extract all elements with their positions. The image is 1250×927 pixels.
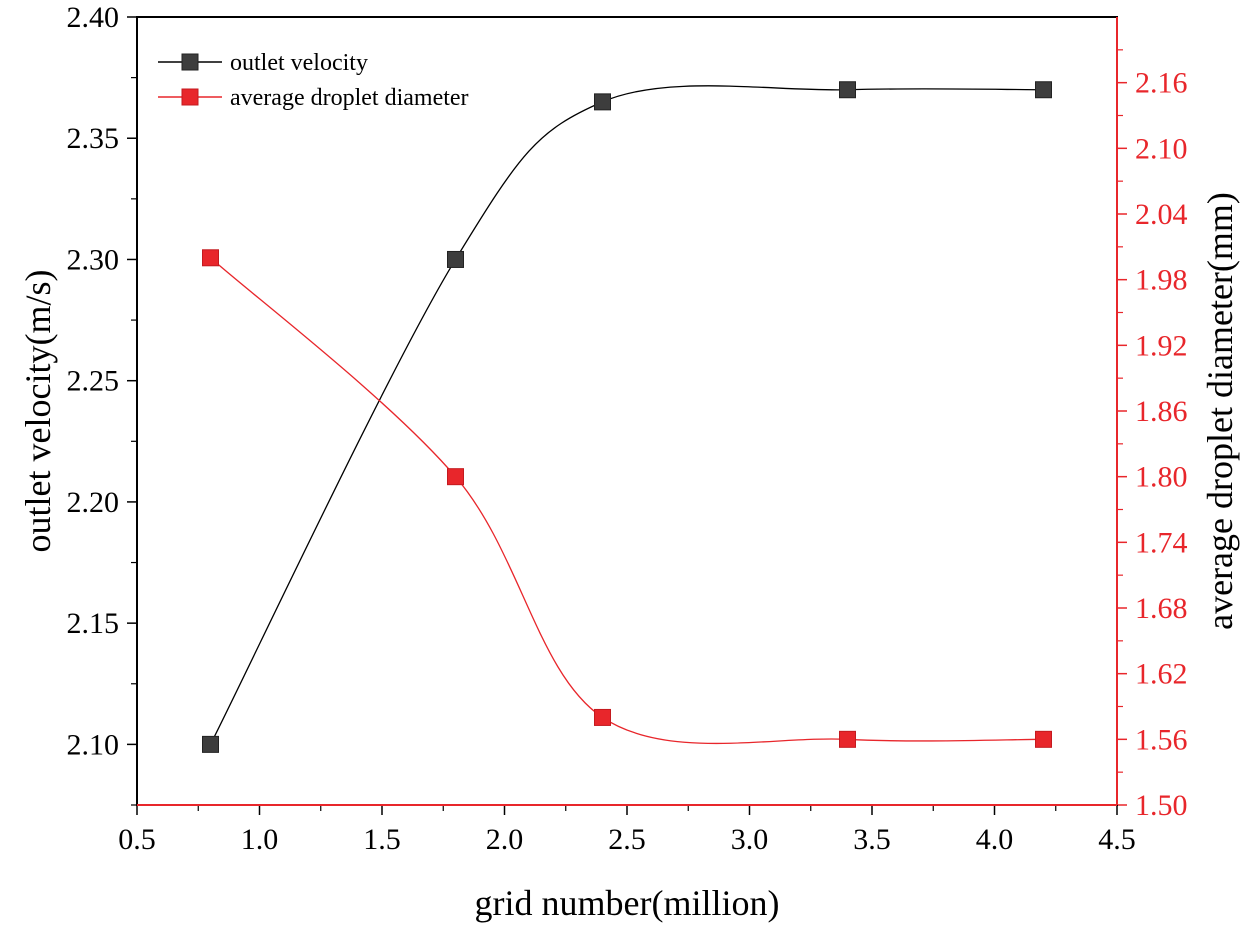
left-y-tick-label: 2.35: [67, 122, 120, 155]
data-point-outlet-velocity: [202, 735, 219, 753]
plot-frame: [136, 16, 1118, 806]
x-tick-label: 3.0: [731, 823, 769, 856]
data-point-average-droplet-diameter: [447, 468, 464, 486]
right-y-tick-label: 2.16: [1135, 67, 1188, 100]
x-tick-label: 2.5: [608, 823, 646, 856]
legend-label-droplet-diameter: average droplet diameter: [230, 85, 469, 111]
left-y-tick-label: 2.30: [67, 243, 120, 276]
right-y-tick-label: 1.62: [1135, 658, 1188, 691]
legend: outlet velocity average droplet diameter: [158, 50, 469, 111]
right-y-tick-label: 1.98: [1135, 264, 1188, 297]
x-axis-title: grid number(million): [475, 883, 780, 923]
right-y-tick-label: 1.92: [1135, 329, 1188, 362]
legend-item-outlet-velocity: outlet velocity: [158, 50, 368, 76]
x-tick-label: 4.0: [976, 823, 1014, 856]
legend-label-outlet-velocity: outlet velocity: [230, 50, 368, 76]
left-y-tick-label: 2.20: [67, 486, 120, 519]
legend-marker-outlet-velocity: [181, 53, 199, 71]
left-y-tick-label: 2.10: [67, 728, 120, 761]
right-y-tick-label: 2.04: [1135, 198, 1188, 231]
right-y-tick-label: 1.68: [1135, 592, 1188, 625]
data-point-average-droplet-diameter: [202, 249, 219, 267]
left-y-tick-label: 2.40: [67, 1, 120, 34]
data-point-average-droplet-diameter: [594, 708, 611, 726]
legend-item-droplet-diameter: average droplet diameter: [158, 85, 469, 111]
right-y-tick-label: 1.86: [1135, 395, 1188, 428]
data-point-outlet-velocity: [839, 81, 856, 99]
x-tick-label: 1.5: [363, 823, 401, 856]
right-axis-title: average droplet diameter(mm): [1200, 192, 1240, 630]
right-y-tick-label: 1.56: [1135, 723, 1188, 756]
series-line-outlet-velocity: [209, 85, 1044, 745]
right-y-tick-label: 1.80: [1135, 461, 1188, 494]
x-tick-label: 3.5: [853, 823, 891, 856]
x-tick-label: 2.0: [486, 823, 524, 856]
left-axis-title: outlet velocity(m/s): [18, 270, 58, 553]
right-y-tick-label: 1.74: [1135, 526, 1188, 559]
data-point-outlet-velocity: [594, 93, 611, 111]
left-y-tick-label: 2.25: [67, 365, 120, 398]
data-point-outlet-velocity: [447, 250, 464, 268]
right-y-tick-label: 1.50: [1135, 789, 1188, 822]
x-tick-label: 0.5: [118, 823, 156, 856]
series-layer: [202, 81, 1052, 753]
right-y-tick-label: 2.10: [1135, 132, 1188, 165]
x-tick-label: 1.0: [241, 823, 279, 856]
data-point-average-droplet-diameter: [839, 730, 856, 748]
tick-layer: 0.5 1.0 1.5 2.0 2.5 3.0 3.5 4.0 4.5 2.10 2.15 2.20 2…: [67, 1, 1188, 856]
left-y-tick-label: 2.15: [67, 607, 120, 640]
data-point-outlet-velocity: [1035, 81, 1052, 99]
legend-marker-droplet-diameter: [181, 88, 199, 106]
series-line-average-droplet-diameter: [210, 257, 1044, 745]
data-point-average-droplet-diameter: [1035, 730, 1052, 748]
x-tick-label: 4.5: [1098, 823, 1136, 856]
